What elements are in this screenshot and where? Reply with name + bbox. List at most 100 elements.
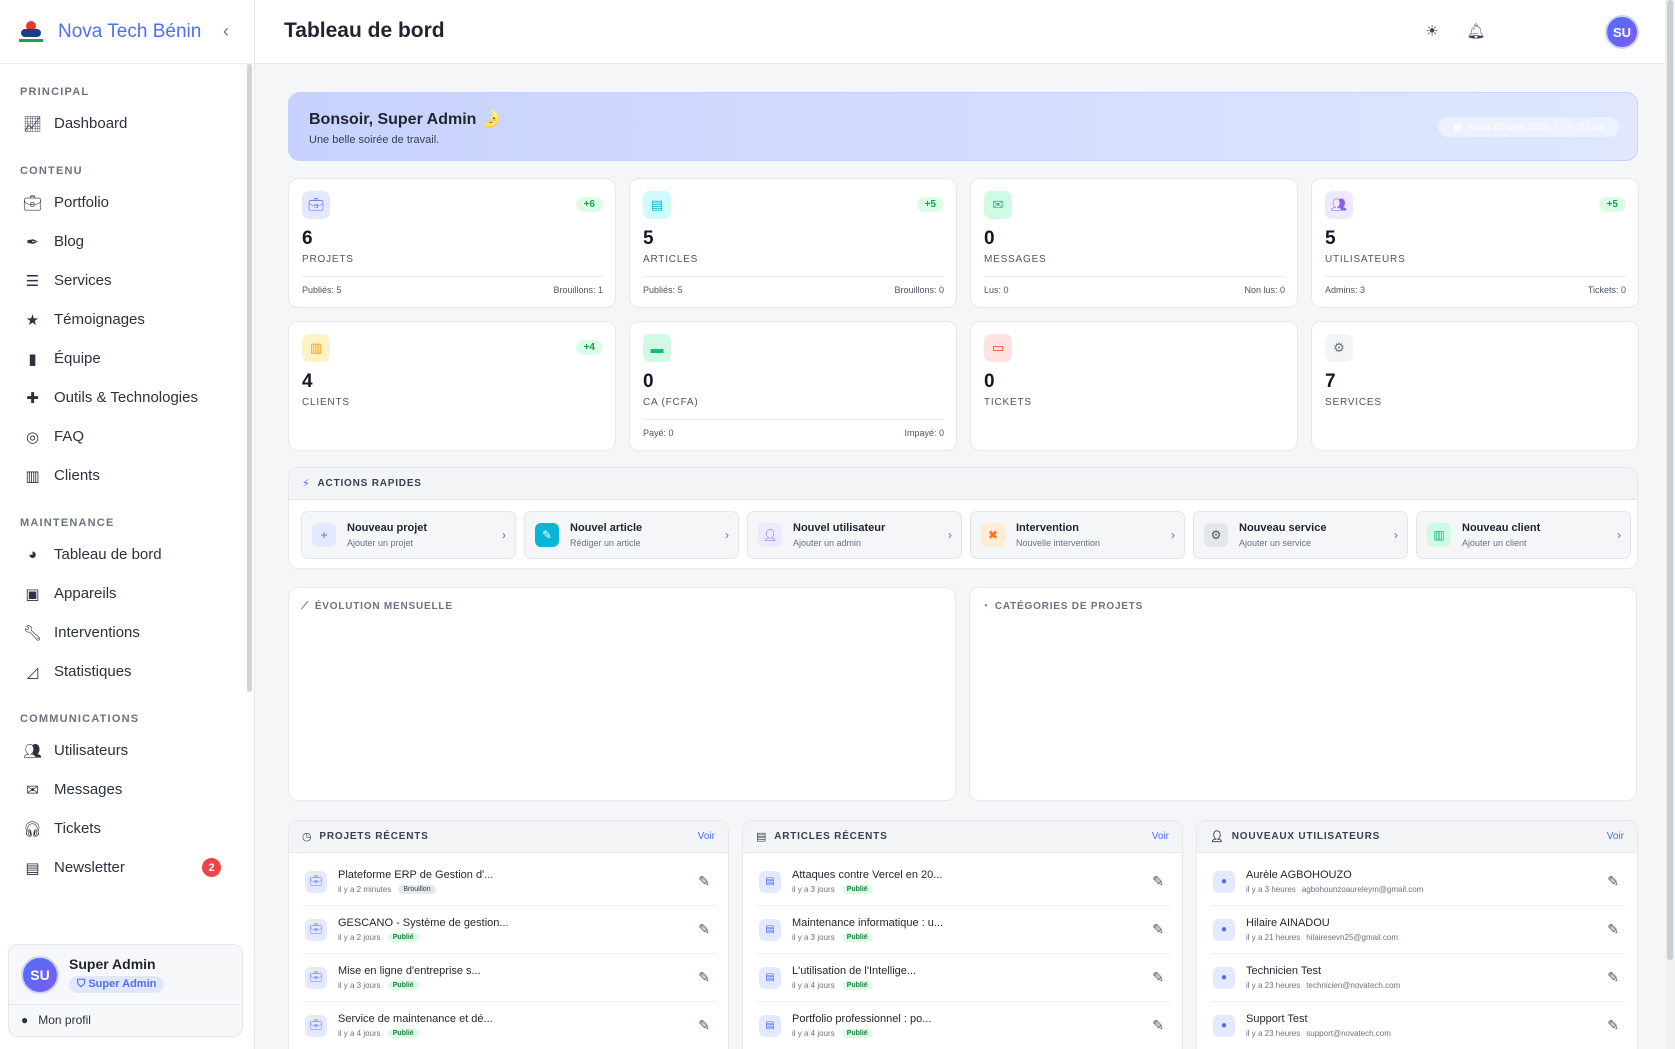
sidebar-item-temoignages[interactable]: ★ Témoignages [0,300,245,339]
item-title: Service de maintenance et dé... [338,1013,493,1025]
recent-projects-voir-link[interactable]: Voir [697,831,715,842]
user-email: support@novatech.com [1306,1029,1391,1038]
page-scroll-thumb[interactable] [1667,0,1673,960]
quick-action-nouvel-article[interactable]: ✎ Nouvel article Rédiger un article › [524,511,739,559]
list-item[interactable]: ▤ Portfolio professionnel : po... il y a 4… [757,1002,1170,1049]
edit-icon[interactable]: ✎ [1607,873,1619,889]
sidebar-scroll-thumb[interactable] [247,64,252,692]
sidebar-item-outils-technologies[interactable]: ✚ Outils & Technologies [0,378,245,417]
user-name: Hilaire AINADOU [1246,917,1330,929]
stat-card-projets[interactable]: 💼︎ +6 6 PROJETS Publiés: 5 Brouillons: 1 [288,178,616,308]
edit-icon[interactable]: ✎ [1152,921,1164,937]
quick-action-nouveau-service[interactable]: ⚙ Nouveau service Ajouter un service › [1193,511,1408,559]
edit-icon[interactable]: ✎ [698,1017,710,1033]
status-badge: Publié [841,1029,873,1038]
theme-sun-icon[interactable]: ☀ [1425,23,1439,40]
current-time: 21:04 [1578,121,1604,133]
sidebar-item-portfolio[interactable]: 💼︎ Portfolio [0,183,245,222]
chevron-right-icon: › [1394,528,1398,542]
stat-card-utilisateurs[interactable]: 👥︎ +5 5 UTILISATEURS Admins: 3 Tickets: 0 [1311,178,1639,308]
item-title: Mise en ligne d'entreprise s... [338,965,481,977]
sidebar-item-messages[interactable]: ✉ Messages [0,770,245,809]
sidebar-item-tableau-de-bord[interactable]: ◕ Tableau de bord [0,535,245,574]
list-item[interactable]: ● Aurèle AGBOHOUZO il y a 3 heures agbohoun… [1211,858,1625,906]
sidebar-item-label: Appareils [54,585,117,602]
sidebar-item-label: Clients [54,467,100,484]
edit-icon[interactable]: ✎ [698,873,710,889]
user-name: Technicien Test [1246,965,1322,977]
stat-footer: Payé: 0 Impayé: 0 [643,419,944,438]
header-avatar[interactable]: SU [1605,15,1639,49]
user-circle-icon: ● [1213,966,1235,989]
edit-icon[interactable]: ✎ [1607,1017,1619,1033]
clock-icon: ◷ [1564,121,1573,133]
sidebar-item-blog[interactable]: ✒ Blog [0,222,245,261]
sidebar-item-interventions[interactable]: 🔧︎ Interventions [0,613,245,652]
credit-card-icon: ▬ [643,334,671,362]
sidebar-item-equipe[interactable]: ▮ Équipe [0,339,245,378]
stat-footer-right: Non lus: 0 [1244,285,1285,295]
list-item[interactable]: ● Hilaire AINADOU il y a 21 heures hilaires… [1211,906,1625,954]
item-title: GESCANO - Système de gestion... [338,917,509,929]
sidebar-item-appareils[interactable]: ▣ Appareils [0,574,245,613]
sidebar-item-faq[interactable]: ◎ FAQ [0,417,245,456]
quick-action-nouvel-utilisateur[interactable]: 👤︎ Nouvel utilisateur Ajouter un admin › [747,511,962,559]
edit-icon[interactable]: ✎ [1607,921,1619,937]
stat-card-messages[interactable]: ✉ 0 MESSAGES Lus: 0 Non lus: 0 [970,178,1298,308]
list-item[interactable]: 💼︎ Plateforme ERP de Gestion d'... il y a … [303,858,716,906]
quick-action-intervention[interactable]: ✖ Intervention Nouvelle intervention › [970,511,1185,559]
stat-card-articles[interactable]: ▤ +5 5 ARTICLES Publiés: 5 Brouillons: 0 [629,178,957,308]
sidebar-item-clients[interactable]: ▥ Clients [0,456,245,495]
list-item[interactable]: ▤ Attaques contre Vercel en 20... il y a 3… [757,858,1170,906]
edit-icon[interactable]: ✎ [698,969,710,985]
edit-icon[interactable]: ✎ [1152,969,1164,985]
envelope-icon: ✉ [26,781,39,799]
stat-card-tickets[interactable]: ▭ 0 TICKETS [970,321,1298,451]
briefcase-icon: 💼︎ [302,191,330,219]
status-badge: Publié [841,885,873,894]
edit-icon[interactable]: ✎ [1607,969,1619,985]
stat-card-services[interactable]: ⚙ 7 SERVICES [1311,321,1639,451]
avatar[interactable]: SU [21,955,59,994]
quick-action-nouveau-client[interactable]: ▥ Nouveau client Ajouter un client › [1416,511,1631,559]
list-item[interactable]: ● Technicien Test il y a 23 heures technici… [1211,954,1625,1002]
list-item[interactable]: 💼︎ Mise en ligne d'entreprise s... il y a … [303,954,716,1002]
sidebar-item-statistiques[interactable]: ◿ Statistiques [0,652,245,691]
brand-name[interactable]: Nova Tech Bénin [58,20,202,42]
sidebar-item-newsletter[interactable]: ▤ Newsletter 2 [0,848,245,887]
list-item[interactable]: 💼︎ Service de maintenance et dé... il y a … [303,1002,716,1049]
role-label: Super Admin [88,978,157,990]
quick-action-nouveau-projet[interactable]: + Nouveau projet Ajouter un projet › [301,511,516,559]
chevron-right-icon: › [725,528,729,542]
delta-badge: +4 [575,340,603,355]
edit-icon[interactable]: ✎ [1152,1017,1164,1033]
list-item[interactable]: ▤ Maintenance informatique : u... il y a 3… [757,906,1170,954]
page-scrollbar[interactable] [1665,0,1675,1049]
profile-link[interactable]: ● Mon profil [9,1005,242,1035]
edit-icon[interactable]: ✎ [698,921,710,937]
list-item[interactable]: ● Support Test il y a 23 heures support@nov… [1211,1002,1625,1049]
logo[interactable] [18,19,44,45]
chevron-left-icon[interactable]: ‹ [223,21,229,41]
sidebar-item-utilisateurs[interactable]: 👥︎ Utilisateurs [0,731,245,770]
item-time: il y a 3 jours [792,933,835,942]
bell-icon[interactable]: 🔔︎ [1466,23,1486,40]
stat-card-ca-fcfa[interactable]: ▬ 0 CA (FCFA) Payé: 0 Impayé: 0 [629,321,957,451]
sidebar-item-dashboard[interactable]: 📈︎ Dashboard [0,104,245,143]
stat-card-clients[interactable]: ▥ +4 4 CLIENTS [288,321,616,451]
list-item[interactable]: ▤ L'utilisation de l'Intellige... il y a 4… [757,954,1170,1002]
stat-value: 6 [302,228,313,249]
building-icon: ▥ [302,334,330,362]
delta-badge: +5 [1598,197,1626,212]
new-users-voir-link[interactable]: Voir [1606,831,1624,842]
edit-icon[interactable]: ✎ [1152,873,1164,889]
sidebar-scrollbar[interactable] [246,64,253,932]
sidebar-item-label: Équipe [54,350,101,367]
recent-articles-voir-link[interactable]: Voir [1151,831,1169,842]
stat-footer-left: Publiés: 5 [643,285,683,295]
building-icon: ▥ [1427,523,1451,547]
sidebar-item-services[interactable]: ☰ Services [0,261,245,300]
sidebar-item-tickets[interactable]: 🎧︎ Tickets [0,809,245,848]
brand: Nova Tech Bénin ‹ [0,0,254,64]
list-item[interactable]: 💼︎ GESCANO - Système de gestion... il y a … [303,906,716,954]
